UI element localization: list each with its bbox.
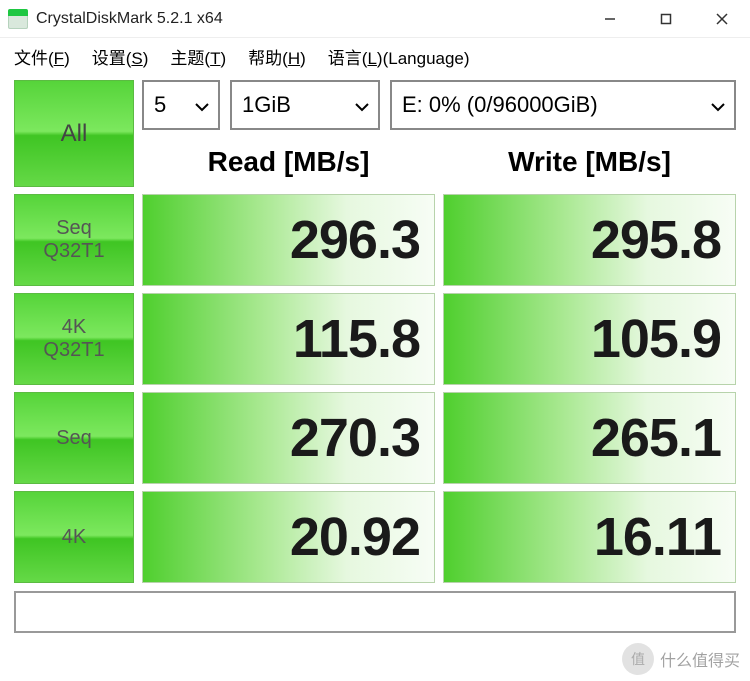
seq-write: 265.1 bbox=[443, 392, 736, 484]
watermark: 值 什么值得买 bbox=[622, 643, 740, 675]
4k-read: 20.92 bbox=[142, 491, 435, 583]
seq-q32t1-button[interactable]: Seq Q32T1 bbox=[14, 194, 134, 286]
menu-setup[interactable]: 设置(S) bbox=[92, 44, 149, 69]
all-button[interactable]: All bbox=[14, 80, 134, 187]
chevron-down-icon bbox=[194, 92, 210, 118]
status-bar bbox=[14, 591, 736, 633]
count-select[interactable]: 5 bbox=[142, 80, 220, 130]
controls-row: 5 1GiB E: 0% (0/96000GiB) bbox=[142, 80, 736, 130]
write-header: Write [MB/s] bbox=[443, 137, 736, 187]
count-value: 5 bbox=[154, 92, 166, 118]
minimize-button[interactable] bbox=[582, 0, 638, 37]
seq-read: 270.3 bbox=[142, 392, 435, 484]
chevron-down-icon bbox=[710, 92, 726, 118]
close-button[interactable] bbox=[694, 0, 750, 37]
titlebar: CrystalDiskMark 5.2.1 x64 bbox=[0, 0, 750, 38]
4k-q32t1-button[interactable]: 4K Q32T1 bbox=[14, 293, 134, 385]
menu-language[interactable]: 语言(L)(Language) bbox=[328, 44, 470, 69]
chevron-down-icon bbox=[354, 92, 370, 118]
4k-q32t1-write: 105.9 bbox=[443, 293, 736, 385]
menubar: 文件(F) 设置(S) 主题(T) 帮助(H) 语言(L)(Language) bbox=[0, 38, 750, 74]
size-value: 1GiB bbox=[242, 92, 291, 118]
seq-q32t1-read: 296.3 bbox=[142, 194, 435, 286]
menu-theme[interactable]: 主题(T) bbox=[170, 44, 226, 69]
watermark-badge: 值 bbox=[622, 643, 654, 675]
drive-value: E: 0% (0/96000GiB) bbox=[402, 92, 598, 118]
4k-q32t1-read: 115.8 bbox=[142, 293, 435, 385]
seq-q32t1-write: 295.8 bbox=[443, 194, 736, 286]
app-icon bbox=[8, 9, 28, 29]
read-header: Read [MB/s] bbox=[142, 137, 435, 187]
4k-write: 16.11 bbox=[443, 491, 736, 583]
watermark-text: 什么值得买 bbox=[660, 647, 740, 671]
drive-select[interactable]: E: 0% (0/96000GiB) bbox=[390, 80, 736, 130]
menu-help[interactable]: 帮助(H) bbox=[248, 44, 306, 69]
seq-button[interactable]: Seq bbox=[14, 392, 134, 484]
maximize-button[interactable] bbox=[638, 0, 694, 37]
window-title: CrystalDiskMark 5.2.1 x64 bbox=[36, 10, 582, 28]
menu-file[interactable]: 文件(F) bbox=[14, 44, 70, 69]
size-select[interactable]: 1GiB bbox=[230, 80, 380, 130]
4k-button[interactable]: 4K bbox=[14, 491, 134, 583]
